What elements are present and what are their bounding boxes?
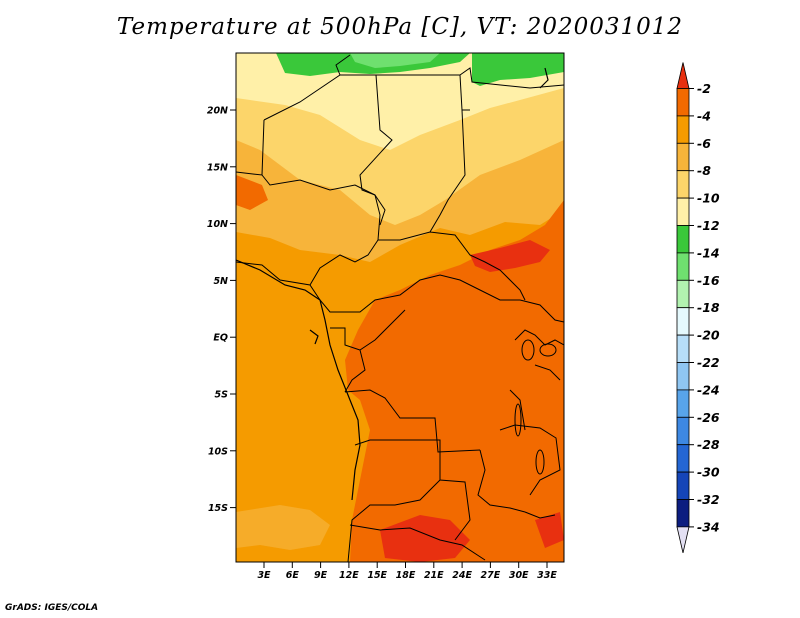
lon-label: 21E	[424, 570, 444, 581]
colorbar-label: -10	[697, 191, 720, 206]
colorbar-swatch	[676, 416, 690, 446]
colorbar-swatch	[676, 307, 690, 336]
colorbar-top-arrow	[676, 62, 690, 89]
colorbar-swatch	[676, 444, 690, 473]
lon-label: 30E	[509, 570, 529, 581]
lon-label: 33E	[537, 570, 557, 581]
lat-label: 5S	[215, 390, 229, 401]
colorbar-swatch	[676, 471, 690, 500]
colorbar-swatch	[676, 115, 690, 144]
colorbar-swatch	[676, 225, 690, 254]
latitude-axis: 20N 15N 10N 5N EQ 5S 10S 15S	[207, 106, 236, 514]
field-band-minus4	[345, 200, 564, 562]
lat-label: 10N	[207, 219, 228, 230]
coastlines	[236, 67, 549, 501]
field-band-minus16	[350, 53, 440, 68]
lat-label: 5N	[213, 276, 228, 287]
colorbar-swatch	[676, 197, 690, 226]
field-band-minus2-south	[380, 515, 470, 562]
colorbar-label: -30	[697, 465, 720, 480]
colorbar-label: -12	[697, 218, 720, 233]
colorbar-label: -6	[697, 136, 711, 151]
colorbar-label: -28	[697, 437, 720, 452]
field-band-minus4-west	[236, 175, 268, 210]
lat-label: 15N	[207, 162, 228, 173]
colorbar-label: -26	[697, 410, 720, 425]
colorbar-swatch	[676, 252, 690, 281]
colorbar-label: -4	[697, 108, 711, 123]
lat-label: 20N	[207, 106, 228, 117]
lakes	[514, 339, 557, 475]
colorbar-label: -34	[697, 519, 720, 534]
plot-frame	[235, 52, 565, 563]
colorbar-label: -20	[697, 328, 720, 343]
lat-label: 15S	[208, 503, 228, 514]
lon-label: 15E	[367, 570, 387, 581]
lon-label: 18E	[396, 570, 416, 581]
colorbar-swatch	[676, 334, 690, 363]
colorbar-label: -18	[697, 300, 720, 315]
grads-credit: GrADS: IGES/COLA	[5, 603, 99, 613]
field-band-minus14-east	[472, 53, 564, 86]
colorbar-label: -24	[697, 382, 720, 397]
colorbar-label: -32	[697, 492, 720, 507]
colorbar: -2 -4 -6 -8 -10 -12 -14 -16 -18 -20 -22 -24 -26 -28 -3…	[676, 62, 720, 553]
country-borders	[236, 54, 564, 562]
longitude-axis: 3E 6E 9E 12E 15E 18E 21E 24E 27E 30E 33E	[257, 562, 557, 581]
colorbar-swatch	[676, 142, 690, 172]
lon-label: 27E	[481, 570, 501, 581]
colorbar-label: -2	[697, 81, 711, 96]
temperature-field	[236, 53, 564, 562]
colorbar-label: -8	[697, 163, 711, 178]
colorbar-swatch	[676, 279, 690, 309]
colorbar-swatch	[676, 170, 690, 199]
colorbar-swatch	[676, 389, 690, 418]
colorbar-label: -14	[697, 245, 720, 260]
field-band-minus6-sw	[236, 505, 330, 550]
colorbar-swatch	[676, 499, 690, 528]
field-band-minus2-north	[470, 240, 550, 272]
colorbar-bottom-arrow	[676, 526, 690, 553]
lon-label: 6E	[286, 570, 300, 581]
colorbar-label: -22	[697, 355, 720, 370]
colorbar-swatch	[676, 88, 690, 117]
lon-label: 24E	[452, 570, 472, 581]
colorbar-label: -16	[697, 273, 720, 288]
lat-label: 10S	[208, 446, 228, 457]
lat-label: EQ	[213, 333, 228, 344]
lon-label: 9E	[314, 570, 328, 581]
lon-label: 3E	[257, 570, 271, 581]
lon-label: 12E	[339, 570, 359, 581]
field-band-minus2-spot	[535, 512, 564, 548]
map-title: Temperature at 500hPa [C], VT: 202003101…	[116, 14, 684, 40]
colorbar-swatch	[676, 362, 690, 391]
